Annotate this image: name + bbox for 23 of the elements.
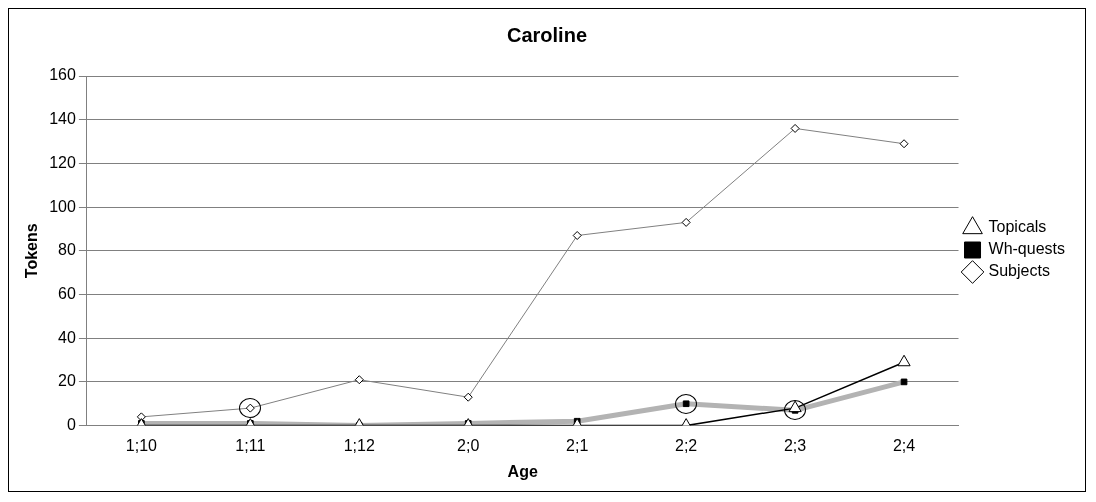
x-tick-label: 1;11: [235, 436, 266, 454]
y-tick-label: 160: [49, 66, 76, 84]
x-axis-title: Age: [507, 462, 538, 480]
x-tick-label: 2;0: [457, 436, 480, 454]
legend-label: Wh-quests: [988, 240, 1065, 258]
y-tick-label: 120: [49, 153, 76, 171]
y-tick-label: 100: [49, 197, 76, 215]
y-tick-label: 40: [58, 328, 76, 346]
x-tick-label: 1;12: [343, 436, 375, 454]
x-tick-label: 1;10: [125, 436, 158, 454]
y-tick-label: 60: [58, 284, 76, 302]
legend-label: Subjects: [988, 262, 1050, 280]
y-tick-label: 20: [58, 372, 76, 390]
y-tick-label: 0: [66, 416, 76, 434]
x-tick-label: 2;4: [892, 436, 916, 454]
x-tick-label: 2;1: [566, 436, 589, 454]
y-axis-title: Tokens: [23, 223, 41, 279]
legend-label: Topicals: [988, 218, 1047, 236]
x-tick-label: 2;3: [783, 436, 807, 454]
chart-title: Caroline: [506, 23, 588, 46]
x-tick-label: 2;2: [675, 436, 698, 454]
y-tick-label: 80: [58, 241, 76, 259]
y-tick-label: 140: [49, 110, 76, 128]
